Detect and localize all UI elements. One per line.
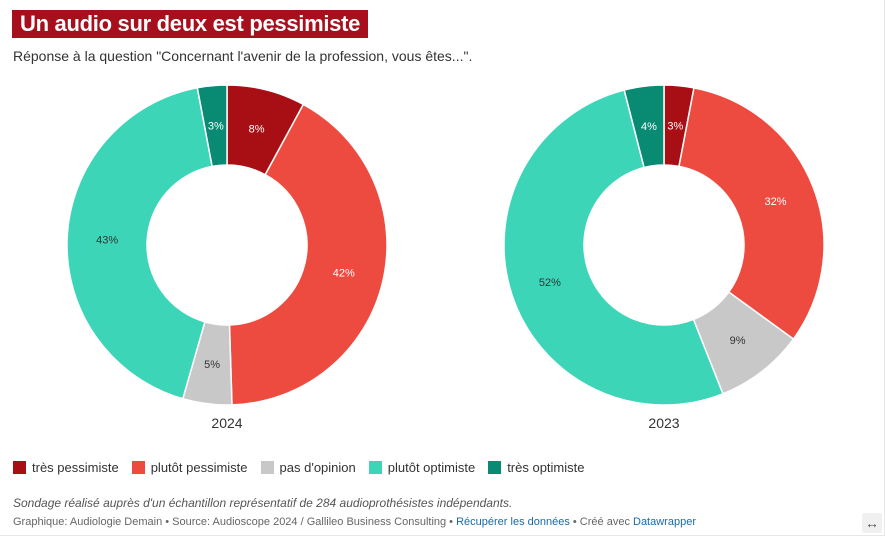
legend-swatch xyxy=(131,461,145,474)
slice-label-2024-tr-s-pessimiste: 8% xyxy=(249,124,265,136)
legend-label: très pessimiste xyxy=(32,460,119,475)
year-label-2023: 2023 xyxy=(648,415,679,431)
slice-label-2024-plut-t-optimiste: 43% xyxy=(96,234,118,246)
slice-label-2023-tr-s-optimiste: 4% xyxy=(641,121,657,133)
footer-source: Graphique: Audiologie Demain • Source: A… xyxy=(13,516,457,528)
legend-swatch xyxy=(488,461,502,474)
legend-swatch xyxy=(260,461,274,474)
donut-charts: 8% 42% 5% 43% 3% 2024 3% 32% 9% 52% 4% 2023 xyxy=(66,84,825,431)
legend-label: très optimiste xyxy=(507,460,585,475)
legend-item-pas-d-opinion: pas d'opinion xyxy=(260,460,356,475)
year-label-2024: 2024 xyxy=(211,415,242,431)
slice-2024-plut-t-optimiste[interactable] xyxy=(66,86,214,400)
legend-label: pas d'opinion xyxy=(279,460,356,475)
slice-label-2023-plut-t-pessimiste: 32% xyxy=(765,196,787,208)
slice-2024-plut-t-pessimiste[interactable] xyxy=(228,103,388,406)
legend-item-plut-t-optimiste: plutôt optimiste xyxy=(368,460,476,475)
legend-label: plutôt pessimiste xyxy=(150,460,248,475)
legend-swatch xyxy=(13,461,26,474)
datawrapper-link[interactable]: Datawrapper xyxy=(633,516,696,528)
slice-label-2023-tr-s-pessimiste: 3% xyxy=(667,121,683,133)
slice-2023-plut-t-pessimiste[interactable] xyxy=(678,86,825,341)
footer-created: • Créé avec xyxy=(569,516,633,528)
get-data-link[interactable]: Récupérer les données xyxy=(456,516,570,528)
slice-label-2024-pas-d-opinion: 5% xyxy=(204,359,220,371)
slice-label-2024-tr-s-optimiste: 3% xyxy=(208,121,224,133)
legend-item-plut-t-pessimiste: plutôt pessimiste xyxy=(131,460,248,475)
chart-title: Un audio sur deux est pessimiste xyxy=(12,10,369,38)
legend-item-tr-s-optimiste: très optimiste xyxy=(488,460,585,475)
chart-subtitle: Réponse à la question "Concernant l'aven… xyxy=(13,48,473,64)
slice-label-2023-pas-d-opinion: 9% xyxy=(730,335,746,347)
slice-label-2024-plut-t-pessimiste: 42% xyxy=(333,268,355,280)
resize-icon[interactable]: ↔ xyxy=(862,513,882,533)
slice-label-2023-plut-t-optimiste: 52% xyxy=(539,277,561,289)
slice-2024-tr-s-optimiste[interactable] xyxy=(196,84,228,168)
legend-label: plutôt optimiste xyxy=(387,460,476,475)
slice-2023-plut-t-optimiste[interactable] xyxy=(503,89,724,406)
slice-2023-tr-s-optimiste[interactable] xyxy=(623,84,665,169)
legend: très pessimiste plutôt pessimiste pas d'op… xyxy=(13,460,598,475)
footer: Graphique: Audiologie Demain • Source: A… xyxy=(13,516,696,528)
legend-swatch xyxy=(368,461,382,474)
legend-item-tr-s-pessimiste: très pessimiste xyxy=(13,460,119,475)
methodology-note: Sondage réalisé auprès d'un échantillon … xyxy=(13,496,513,510)
